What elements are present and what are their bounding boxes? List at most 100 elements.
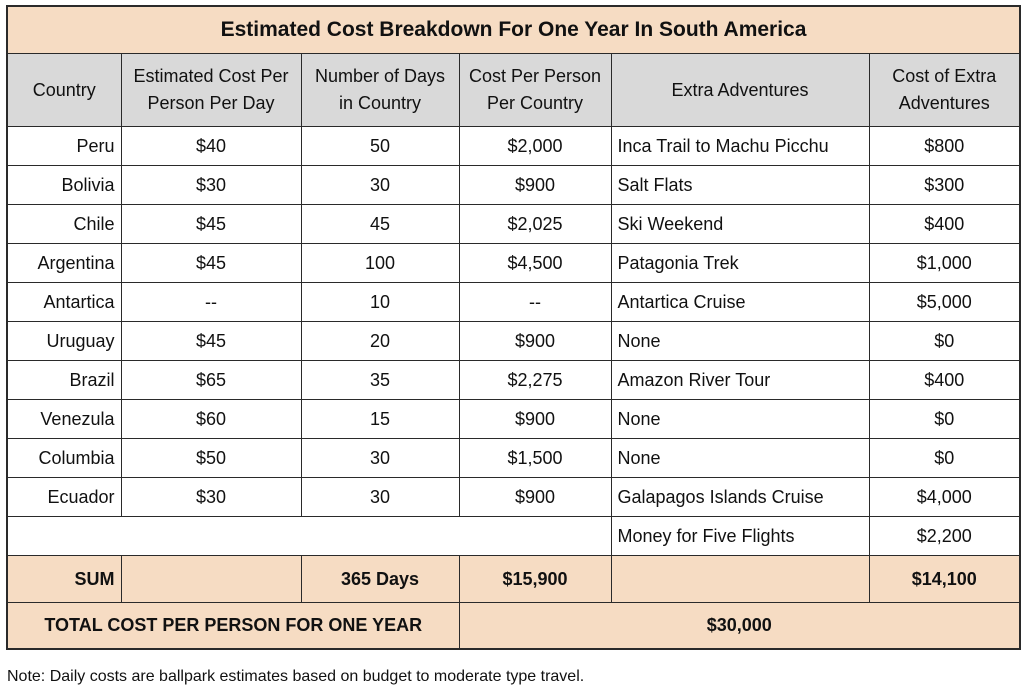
sum-row: SUM 365 Days $15,900 $14,100 bbox=[6, 555, 1021, 603]
adventure-cell: None bbox=[610, 321, 870, 361]
cost-per-country-cell: $4,500 bbox=[458, 243, 612, 283]
table-row: Peru $40 50 $2,000 Inca Trail to Machu Picch… bbox=[6, 126, 1021, 166]
adventure-cell: Salt Flats bbox=[610, 165, 870, 205]
cost-per-day-cell: $30 bbox=[120, 165, 302, 205]
table-row-extra-flights: Money for Five Flights $2,200 bbox=[6, 516, 1021, 556]
adventure-cost-cell: $300 bbox=[868, 165, 1021, 205]
cost-per-day-cell: $65 bbox=[120, 360, 302, 400]
days-cell: 30 bbox=[300, 477, 460, 517]
cost-per-country-cell: $1,500 bbox=[458, 438, 612, 478]
table-row: Bolivia $30 30 $900 Salt Flats $300 bbox=[6, 165, 1021, 205]
sum-days: 365 Days bbox=[300, 555, 460, 603]
days-cell: 15 bbox=[300, 399, 460, 439]
header-extra-cost: Cost of Extra Adventures bbox=[868, 53, 1021, 127]
cost-per-day-cell: $45 bbox=[120, 321, 302, 361]
header-row: Country Estimated Cost Per Person Per Da… bbox=[6, 53, 1021, 127]
sum-empty-cell bbox=[120, 555, 302, 603]
cost-per-day-cell: $40 bbox=[120, 126, 302, 166]
adventure-cell: Amazon River Tour bbox=[610, 360, 870, 400]
header-cost-per-day-line-1: Estimated Cost Per bbox=[133, 66, 289, 86]
country-cell: Peru bbox=[6, 126, 122, 166]
days-cell: 30 bbox=[300, 438, 460, 478]
adventure-cost-cell: $2,200 bbox=[868, 516, 1021, 556]
cost-per-day-cell: $30 bbox=[120, 477, 302, 517]
adventure-cell: None bbox=[610, 399, 870, 439]
adventure-cell: Galapagos Islands Cruise bbox=[610, 477, 870, 517]
country-cell: Chile bbox=[6, 204, 122, 244]
adventure-cost-cell: $400 bbox=[868, 204, 1021, 244]
days-cell: 45 bbox=[300, 204, 460, 244]
country-cell: Ecuador bbox=[6, 477, 122, 517]
cost-per-country-cell: $900 bbox=[458, 399, 612, 439]
cost-per-day-cell: -- bbox=[120, 282, 302, 322]
header-days-line-2: in Country bbox=[338, 93, 422, 113]
days-cell: 50 bbox=[300, 126, 460, 166]
table-row: Antartica -- 10 -- Antartica Cruise $5,000 bbox=[6, 282, 1021, 322]
days-cell: 35 bbox=[300, 360, 460, 400]
adventure-cost-cell: $0 bbox=[868, 321, 1021, 361]
table-row: Uruguay $45 20 $900 None $0 bbox=[6, 321, 1021, 361]
adventure-cell: Inca Trail to Machu Picchu bbox=[610, 126, 870, 166]
header-extra-cost-line-1: Cost of Extra bbox=[892, 66, 997, 86]
table-row: Chile $45 45 $2,025 Ski Weekend $400 bbox=[6, 204, 1021, 244]
sum-label: SUM bbox=[6, 555, 122, 603]
cost-per-country-cell: -- bbox=[458, 282, 612, 322]
adventure-cell: Patagonia Trek bbox=[610, 243, 870, 283]
country-cell: Uruguay bbox=[6, 321, 122, 361]
cost-per-day-cell: $50 bbox=[120, 438, 302, 478]
table-title: Estimated Cost Breakdown For One Year In… bbox=[6, 5, 1021, 54]
country-cell: Argentina bbox=[6, 243, 122, 283]
total-label: TOTAL COST PER PERSON FOR ONE YEAR bbox=[6, 602, 460, 650]
header-days-line-1: Number of Days bbox=[314, 66, 446, 86]
days-cell: 30 bbox=[300, 165, 460, 205]
country-cell: Antartica bbox=[6, 282, 122, 322]
adventure-cost-cell: $800 bbox=[868, 126, 1021, 166]
table-row: Venezula $60 15 $900 None $0 bbox=[6, 399, 1021, 439]
title-row: Estimated Cost Breakdown For One Year In… bbox=[6, 5, 1021, 54]
days-cell: 100 bbox=[300, 243, 460, 283]
sum-adventure-cost: $14,100 bbox=[868, 555, 1021, 603]
cost-per-day-cell: $45 bbox=[120, 204, 302, 244]
sum-empty-cell bbox=[610, 555, 870, 603]
cost-per-country-cell: $2,000 bbox=[458, 126, 612, 166]
adventure-cost-cell: $5,000 bbox=[868, 282, 1021, 322]
table-row: Ecuador $30 30 $900 Galapagos Islands Cruise… bbox=[6, 477, 1021, 517]
header-cost-per-country-line-2: Per Country bbox=[486, 93, 584, 113]
table-row: Argentina $45 100 $4,500 Patagonia Trek $1,00… bbox=[6, 243, 1021, 283]
adventure-cost-cell: $0 bbox=[868, 399, 1021, 439]
cost-per-country-cell: $2,275 bbox=[458, 360, 612, 400]
header-cost-per-country: Cost Per Person Per Country bbox=[458, 53, 612, 127]
table-row: Columbia $50 30 $1,500 None $0 bbox=[6, 438, 1021, 478]
adventure-cell: None bbox=[610, 438, 870, 478]
cost-per-day-cell: $60 bbox=[120, 399, 302, 439]
country-cell: Brazil bbox=[6, 360, 122, 400]
header-extra-cost-line-2: Adventures bbox=[898, 93, 990, 113]
cost-breakdown-table: Estimated Cost Breakdown For One Year In… bbox=[6, 5, 1022, 650]
adventure-cell: Ski Weekend bbox=[610, 204, 870, 244]
total-row: TOTAL COST PER PERSON FOR ONE YEAR $30,0… bbox=[6, 602, 1021, 650]
country-cell: Bolivia bbox=[6, 165, 122, 205]
header-country: Country bbox=[6, 53, 122, 127]
adventure-cost-cell: $4,000 bbox=[868, 477, 1021, 517]
header-cost-per-day-line-2: Person Per Day bbox=[147, 93, 275, 113]
header-days: Number of Days in Country bbox=[300, 53, 460, 127]
country-cell: Venezula bbox=[6, 399, 122, 439]
header-cost-per-country-line-1: Cost Per Person bbox=[468, 66, 602, 86]
days-cell: 10 bbox=[300, 282, 460, 322]
adventure-cell: Antartica Cruise bbox=[610, 282, 870, 322]
adventure-cost-cell: $400 bbox=[868, 360, 1021, 400]
cost-per-day-cell: $45 bbox=[120, 243, 302, 283]
total-value: $30,000 bbox=[458, 602, 1021, 650]
adventure-cell: Money for Five Flights bbox=[610, 516, 870, 556]
header-cost-per-day: Estimated Cost Per Person Per Day bbox=[120, 53, 302, 127]
empty-cell bbox=[6, 516, 612, 556]
cost-per-country-cell: $900 bbox=[458, 477, 612, 517]
country-cell: Columbia bbox=[6, 438, 122, 478]
cost-per-country-cell: $900 bbox=[458, 165, 612, 205]
cost-per-country-cell: $2,025 bbox=[458, 204, 612, 244]
adventure-cost-cell: $1,000 bbox=[868, 243, 1021, 283]
sum-per-country: $15,900 bbox=[458, 555, 612, 603]
adventure-cost-cell: $0 bbox=[868, 438, 1021, 478]
days-cell: 20 bbox=[300, 321, 460, 361]
